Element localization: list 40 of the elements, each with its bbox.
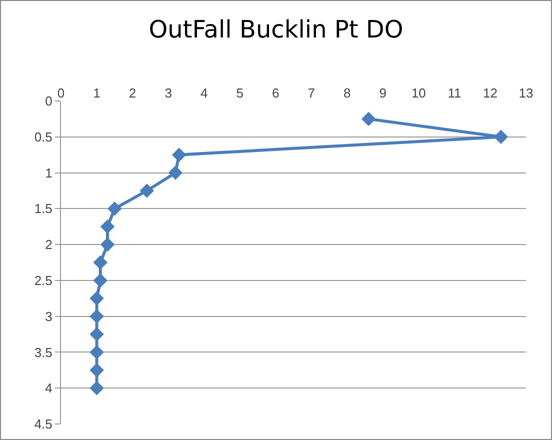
x-tick-label: 11 [448, 85, 462, 100]
point [90, 291, 104, 306]
x-tick-label: 8 [344, 85, 351, 100]
y-tick-label: 1.5 [34, 201, 52, 216]
point [90, 345, 104, 360]
point [108, 202, 122, 216]
y-tick-label: 1 [45, 165, 52, 180]
point [140, 184, 154, 198]
x-tick-label: 5 [236, 85, 244, 100]
point [90, 363, 104, 378]
point [90, 327, 104, 342]
x-tick-label: 4 [200, 85, 208, 100]
x-tick-label: 2 [128, 85, 136, 100]
point [90, 309, 104, 324]
point [172, 148, 186, 162]
y-tick-label: 2.5 [34, 272, 52, 288]
x-tick-label: 12 [482, 85, 498, 100]
point [361, 112, 376, 126]
y-tick-label: 4.5 [34, 416, 52, 432]
point [100, 219, 115, 234]
y-tick-label: 3 [45, 308, 52, 324]
y-tick-label: 2 [45, 237, 52, 252]
x-tick-label: 13 [518, 85, 534, 100]
chart-title: OutFall Bucklin Pt DO [148, 16, 404, 44]
x-tick-label: 3 [164, 85, 172, 100]
x-tick-label: 7 [308, 85, 315, 100]
point [100, 237, 115, 252]
y-tick-label: 4 [45, 380, 52, 396]
x-tick-label: 6 [272, 85, 280, 100]
point [168, 166, 183, 180]
x-tick-label: 10 [411, 85, 426, 100]
y-tick-label: 3.5 [34, 344, 52, 360]
y-tick-label: 0.5 [34, 129, 52, 144]
point [494, 130, 508, 144]
point [93, 273, 108, 288]
x-tick-label: 9 [379, 85, 387, 100]
point [90, 380, 104, 396]
x-tick-label: 0 [57, 85, 65, 100]
x-tick-label: 1 [93, 85, 100, 100]
point [93, 255, 108, 270]
